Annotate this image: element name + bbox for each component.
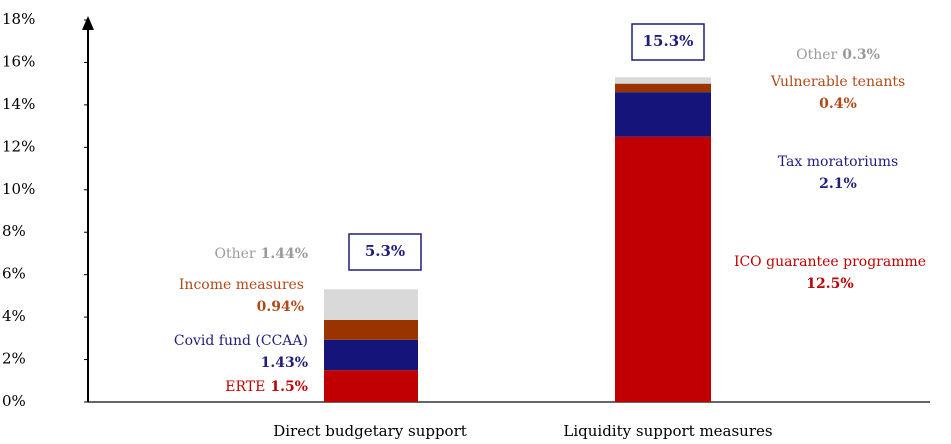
- segment-name: Other: [796, 47, 837, 63]
- axis-arrow: [82, 16, 94, 30]
- segment-value: 0.4%: [819, 96, 857, 112]
- segment-value: 0.3%: [842, 47, 880, 63]
- y-tick-label: 18%: [2, 10, 35, 28]
- total-label: 15.3%: [643, 32, 694, 50]
- y-tick-label: 6%: [2, 265, 26, 283]
- bar-segment: [324, 339, 418, 371]
- bar-segment: [324, 319, 418, 340]
- y-tick-label: 8%: [2, 222, 26, 240]
- y-tick-label: 4%: [2, 307, 26, 325]
- total-box: [348, 233, 422, 271]
- bar-segment: [615, 83, 711, 93]
- segment-label: Other 1.44%: [214, 246, 308, 262]
- x-tick-label: Direct budgetary support: [273, 422, 467, 440]
- y-tick-label: 12%: [2, 137, 35, 155]
- segment-name: Tax moratoriums: [778, 154, 898, 170]
- segment-name: ERTE: [225, 379, 265, 395]
- y-tick-label: 2%: [2, 350, 26, 368]
- segment-name: Income measures: [179, 277, 304, 293]
- total-label: 5.3%: [365, 242, 405, 260]
- segment-name: Vulnerable tenants: [770, 74, 905, 90]
- bar-segment: [615, 77, 711, 84]
- segment-value: 12.5%: [806, 276, 853, 292]
- segment-value: 1.5%: [270, 379, 308, 395]
- bar-segment: [615, 92, 711, 137]
- segment-name: Covid fund (CCAA): [174, 333, 308, 349]
- segment-value: 2.1%: [819, 176, 857, 192]
- total-box: [631, 23, 705, 61]
- segment-value: 1.44%: [261, 246, 308, 262]
- y-tick-label: 16%: [2, 52, 35, 70]
- segment-value: 0.94%: [257, 299, 304, 315]
- segment-value: 1.43%: [261, 355, 308, 371]
- segment-label: ERTE 1.5%: [225, 379, 308, 395]
- segment-label: Other 0.3%: [796, 47, 880, 63]
- y-tick-label: 0%: [2, 392, 26, 410]
- bar-segment: [324, 289, 418, 320]
- y-tick-label: 10%: [2, 180, 35, 198]
- y-tick-label: 14%: [2, 95, 35, 113]
- segment-name: Other: [214, 246, 255, 262]
- bar-segment: [324, 370, 418, 402]
- bar-segment: [615, 136, 711, 402]
- segment-name: ICO guarantee programme: [734, 254, 926, 270]
- x-tick-label: Liquidity support measures: [563, 422, 772, 440]
